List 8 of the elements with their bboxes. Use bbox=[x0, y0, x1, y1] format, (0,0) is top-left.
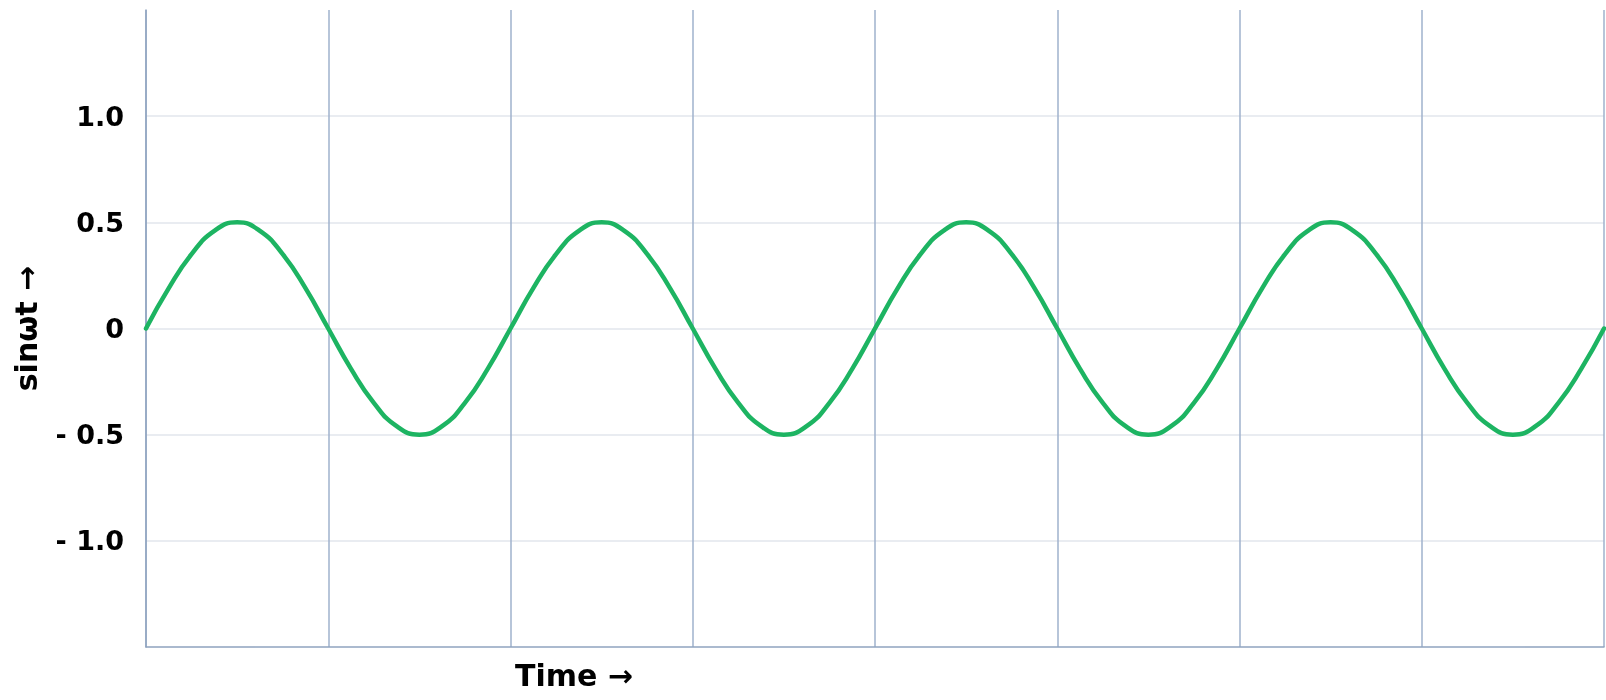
y-tick-label: 0.5 bbox=[76, 206, 124, 238]
x-axis-title: Time → bbox=[515, 657, 633, 693]
y-axis-title: sinωt → bbox=[8, 265, 44, 392]
y-tick-label: 0 bbox=[105, 313, 124, 344]
line-series bbox=[143, 220, 1606, 437]
y-tick-label: 1.0 bbox=[76, 100, 124, 132]
y-tick-label: - 1.0 bbox=[55, 525, 124, 557]
y-tick-label: - 0.5 bbox=[55, 419, 124, 451]
